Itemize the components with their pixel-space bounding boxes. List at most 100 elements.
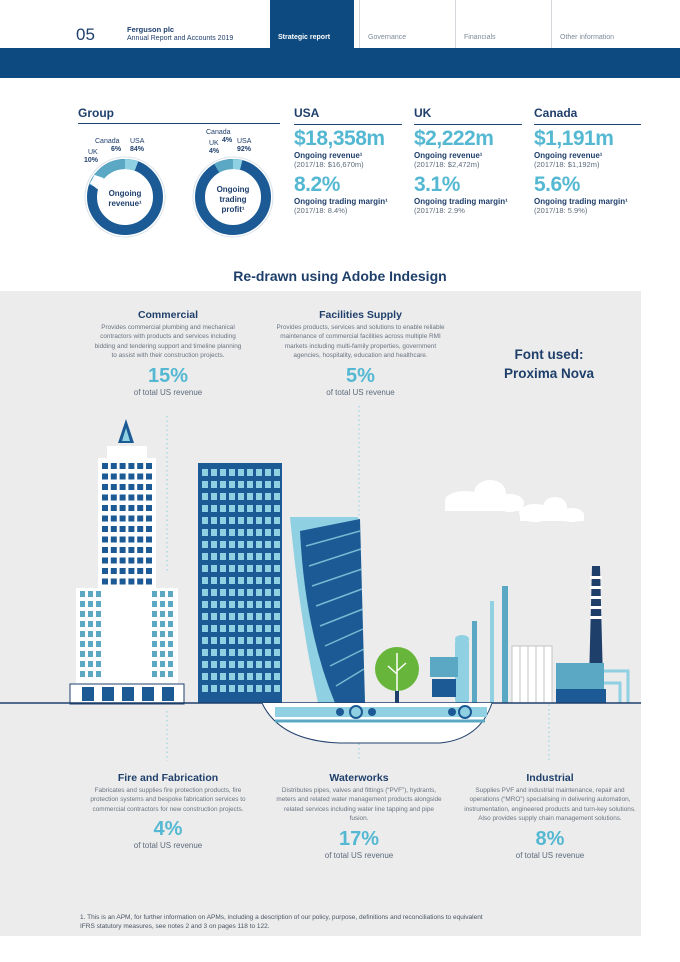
window — [247, 661, 253, 668]
window — [152, 601, 157, 607]
window — [119, 568, 126, 574]
window — [256, 541, 262, 548]
window — [265, 649, 271, 656]
window — [229, 565, 235, 572]
window — [202, 685, 208, 692]
donut-segment-canada — [232, 159, 243, 170]
window — [80, 591, 85, 597]
window — [119, 463, 126, 469]
window — [274, 601, 280, 608]
region-revenue-label: Ongoing revenue¹ — [534, 151, 603, 160]
window — [137, 473, 144, 480]
window — [256, 649, 262, 656]
window — [274, 661, 280, 668]
window — [146, 578, 152, 585]
window — [274, 589, 280, 596]
segment-pct: 8% — [535, 827, 565, 850]
window — [119, 505, 126, 511]
window — [80, 611, 85, 617]
window — [220, 661, 226, 668]
window — [256, 685, 262, 692]
window — [88, 591, 93, 597]
segment-rev-label: of total US revenue — [133, 841, 203, 851]
window — [229, 493, 235, 500]
window — [238, 565, 244, 572]
window — [256, 481, 262, 488]
region-rule — [534, 124, 641, 125]
window — [220, 529, 226, 536]
window — [110, 505, 117, 511]
window — [229, 541, 235, 548]
region-revenue-prior: (2017/18: $1,192m) — [534, 160, 600, 169]
window — [168, 651, 173, 657]
window — [247, 517, 253, 524]
window — [247, 481, 253, 488]
window — [102, 547, 108, 553]
window — [146, 547, 152, 553]
commercial-tower — [69, 419, 185, 705]
window — [168, 641, 173, 647]
segment-pct: 17% — [338, 827, 380, 850]
window — [229, 469, 235, 476]
tab-strategic-report[interactable]: Strategic report — [270, 0, 354, 48]
window — [211, 661, 217, 668]
window — [229, 649, 235, 656]
window — [202, 661, 208, 668]
window — [220, 469, 226, 476]
window — [102, 568, 108, 574]
donut2-label-uk: UK — [209, 140, 219, 147]
city-illustration — [0, 406, 641, 761]
window — [211, 505, 217, 512]
segment-rev-label: of total US revenue — [326, 387, 395, 397]
window — [211, 517, 217, 524]
window — [265, 577, 271, 584]
window — [220, 673, 226, 680]
window — [220, 481, 226, 488]
segment-desc: Supplies PVF and industrial maintenance,… — [464, 787, 636, 823]
region-rule — [294, 124, 402, 125]
window — [137, 515, 144, 522]
window — [110, 536, 117, 543]
window — [274, 541, 280, 548]
window — [202, 481, 208, 488]
window — [238, 553, 244, 560]
window — [211, 613, 217, 620]
region-margin: 3.1% — [414, 173, 460, 196]
window — [122, 687, 134, 701]
window — [110, 515, 117, 522]
window — [256, 601, 262, 608]
window — [96, 621, 101, 627]
tab-financials[interactable]: Financials — [455, 0, 552, 48]
window — [88, 641, 93, 647]
window — [274, 505, 280, 512]
region-revenue-prior: (2017/18: $16,670m) — [294, 160, 364, 169]
window — [238, 469, 244, 476]
donut1-pct-uk: 10% — [84, 157, 99, 164]
window — [202, 553, 208, 560]
region-margin-label: Ongoing trading margin¹ — [534, 197, 628, 206]
clouds — [445, 480, 584, 522]
profit-donut: Ongoing trading profit¹ — [192, 156, 274, 238]
window — [238, 625, 244, 632]
window — [119, 494, 126, 501]
window — [110, 557, 117, 564]
window — [102, 536, 108, 543]
region-uk: UK $2,222m Ongoing revenue¹ (2017/18: $2… — [414, 106, 522, 215]
tab-other-information[interactable]: Other information — [551, 0, 680, 48]
window — [146, 494, 152, 501]
window — [265, 637, 271, 644]
window — [119, 526, 126, 532]
window — [265, 673, 271, 680]
window — [211, 685, 217, 692]
window — [152, 591, 157, 597]
window — [146, 473, 152, 480]
donut2-label-usa: USA — [237, 138, 252, 145]
window — [238, 685, 244, 692]
window — [110, 547, 117, 553]
window — [229, 553, 235, 560]
segment-desc: Fabricates and supplies fire protection … — [90, 787, 246, 813]
window — [128, 463, 135, 469]
tab-governance[interactable]: Governance — [359, 0, 456, 48]
donut2-pct-usa: 92% — [237, 146, 252, 153]
region-revenue-label: Ongoing revenue¹ — [414, 151, 483, 160]
